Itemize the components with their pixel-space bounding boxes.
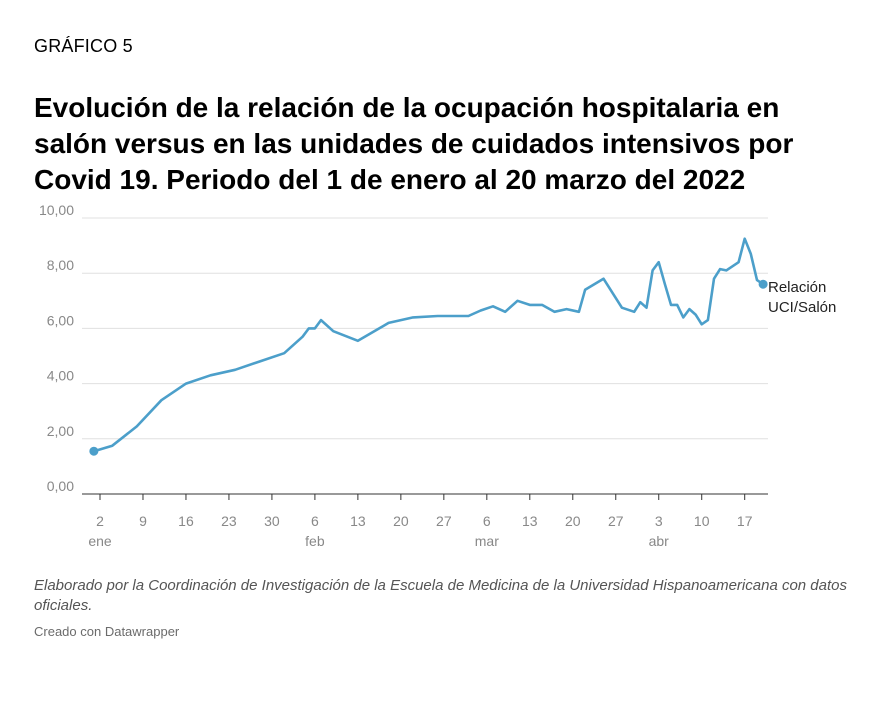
x-tick-label: 17 [737, 513, 753, 529]
series-line [92, 237, 765, 453]
x-tick-label: 9 [139, 513, 147, 529]
source-note: Elaborado por la Coordinación de Investi… [34, 577, 847, 614]
x-tick-label: 13 [522, 513, 538, 529]
chart-kicker: GRÁFICO 5 [34, 36, 133, 56]
chart-title: Evolución de la relación de la ocupación… [34, 92, 794, 195]
y-tick-label: 8,00 [47, 257, 74, 273]
x-tick-label: 20 [393, 513, 409, 529]
x-tick-label: 13 [350, 513, 366, 529]
x-month-label: ene [88, 533, 112, 549]
series-label-line: Relación [768, 279, 826, 296]
x-month-label: feb [305, 533, 325, 549]
credit-link[interactable]: Creado con Datawrapper [34, 624, 180, 639]
x-tick-label: 30 [264, 513, 280, 529]
x-tick-label: 27 [436, 513, 452, 529]
y-tick-label: 2,00 [47, 423, 74, 439]
x-tick-label: 6 [311, 513, 319, 529]
x-month-label: abr [649, 533, 670, 549]
x-tick-label: 6 [483, 513, 491, 529]
x-tick-label: 10 [694, 513, 710, 529]
series-start-point [89, 446, 99, 456]
x-tick-label: 20 [565, 513, 581, 529]
x-tick-label: 3 [655, 513, 663, 529]
y-grid [82, 217, 768, 495]
x-tick-label: 2 [96, 513, 104, 529]
y-tick-label: 4,00 [47, 368, 74, 384]
y-tick-label: 10,00 [39, 202, 74, 218]
series-label-line: UCI/Salón [768, 299, 836, 316]
series-label: Relación UCI/Salón [768, 279, 836, 316]
x-tick-label: 23 [221, 513, 237, 529]
y-axis-labels: 0,00 2,00 4,00 6,00 8,00 10,00 [39, 202, 74, 494]
x-month-label: mar [475, 533, 499, 549]
line-chart: 0,00 2,00 4,00 6,00 8,00 10,00 2 ene 9 16 23 30 6 fe… [39, 202, 836, 549]
series-end-markers [89, 279, 768, 456]
y-tick-label: 6,00 [47, 312, 74, 328]
x-tick-label: 27 [608, 513, 624, 529]
y-tick-label: 0,00 [47, 478, 74, 494]
x-tick-label: 16 [178, 513, 194, 529]
x-axis: 2 ene 9 16 23 30 6 feb 13 20 27 6 mar 13 20 27 3 abr 10 17 [88, 494, 753, 549]
series-end-point [758, 279, 768, 289]
